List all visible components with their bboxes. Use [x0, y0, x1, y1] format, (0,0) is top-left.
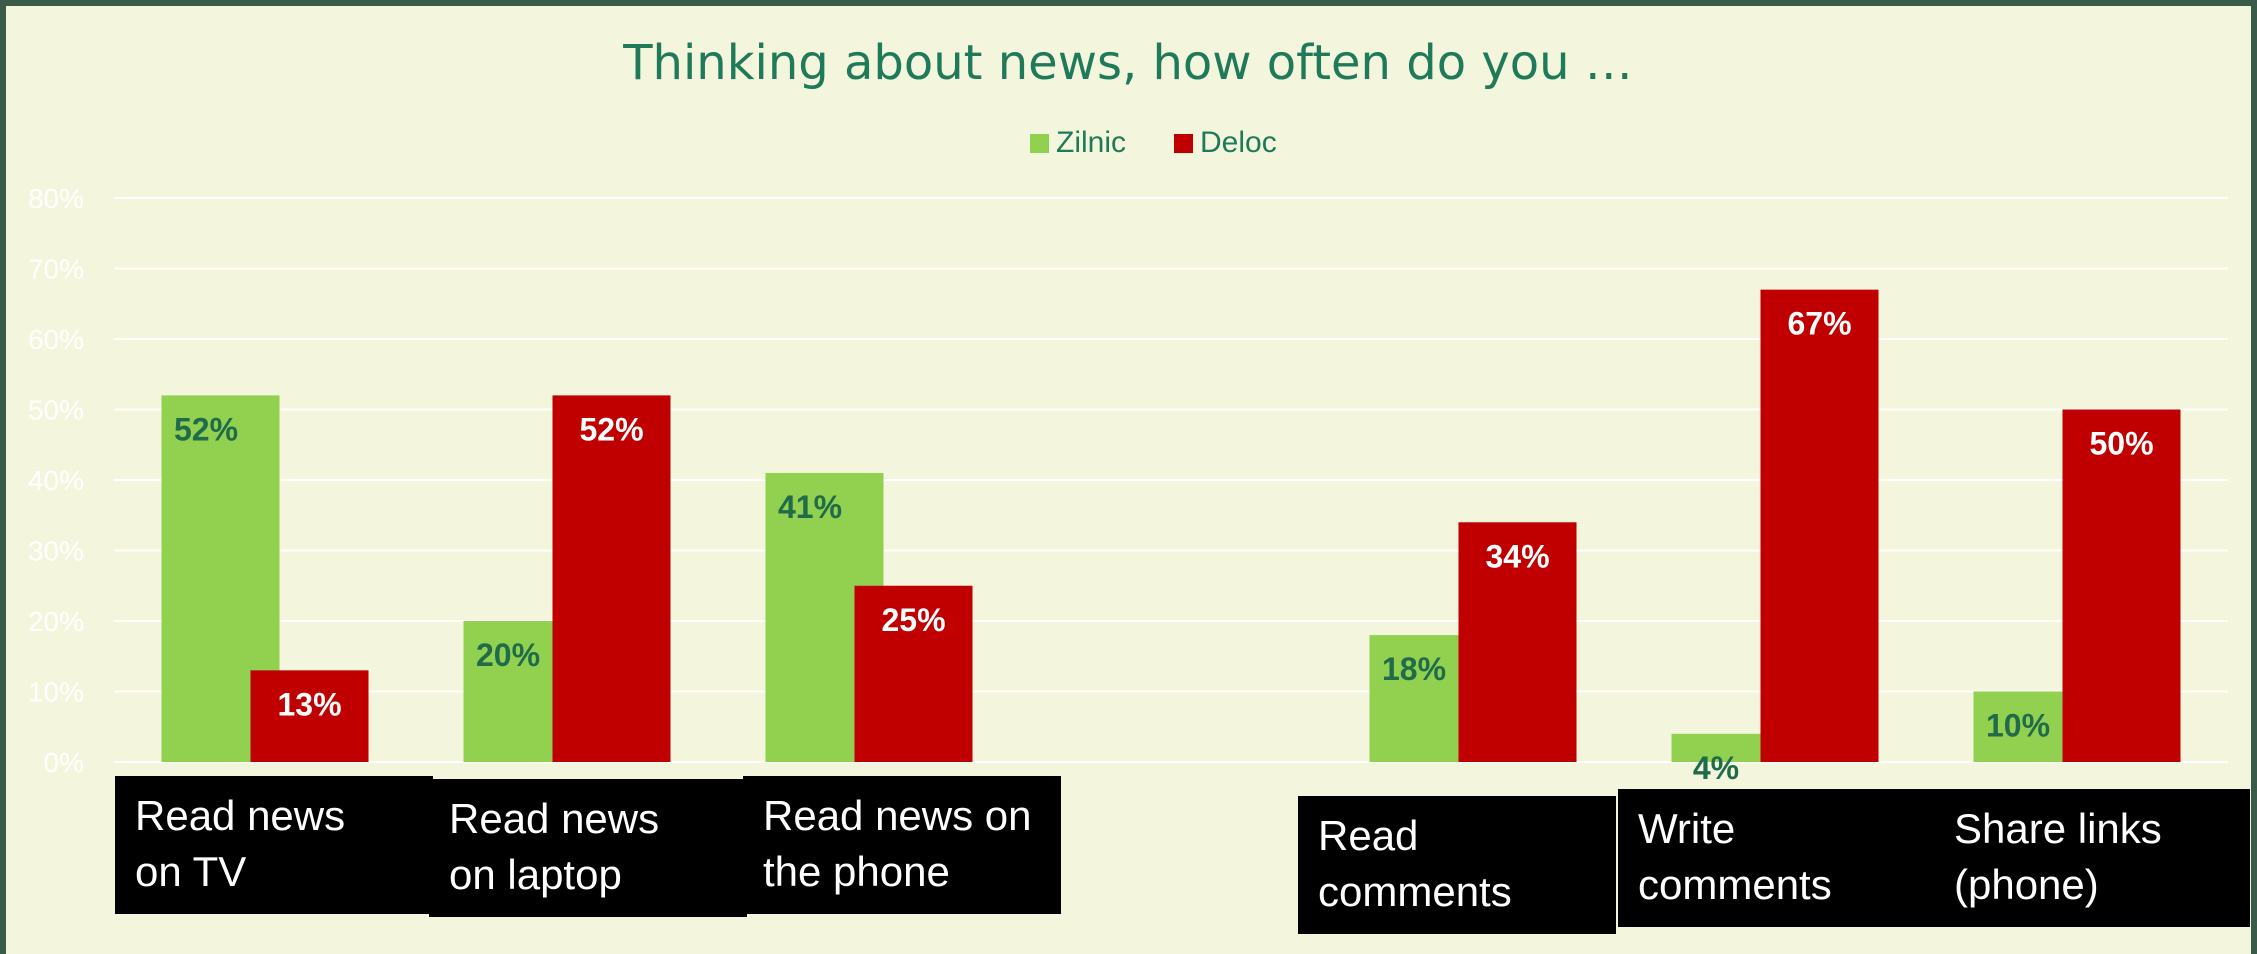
data-label: 13%	[277, 686, 341, 722]
data-label: 34%	[1485, 538, 1549, 574]
y-tick-label: 70%	[28, 254, 84, 285]
gridlines	[114, 197, 2228, 763]
y-axis: 0% 10% 20% 30% 40% 50% 60% 70% 80%	[28, 183, 84, 778]
bar-chart: Thinking about news, how often do you … …	[28, 35, 2228, 786]
y-tick-label: 80%	[28, 183, 84, 214]
y-tick-label: 40%	[28, 465, 84, 496]
data-label: 4%	[1693, 750, 1739, 786]
bar-deloc	[2062, 409, 2181, 762]
category-label: Read news on laptop	[429, 779, 747, 917]
bar-deloc	[250, 670, 369, 762]
data-label: 25%	[881, 602, 945, 638]
y-tick-label: 20%	[28, 606, 84, 637]
bars	[161, 289, 2181, 762]
category-label: Read news on the phone	[743, 776, 1061, 914]
data-label: 52%	[174, 411, 238, 447]
data-label: 20%	[476, 637, 540, 673]
chart-legend: Zilnic Deloc	[1030, 126, 1277, 159]
data-label: 10%	[1986, 708, 2050, 744]
category-label: Share links (phone)	[1934, 789, 2250, 927]
data-labels: 52% 13% 20% 52% 41% 25% 18% 34% 4% 67% 10% 50%	[174, 306, 2154, 786]
legend-entry: Deloc	[1200, 126, 1277, 159]
legend-entry: Zilnic	[1056, 126, 1126, 159]
legend-swatch	[1030, 134, 1049, 153]
bar-deloc	[854, 585, 973, 762]
data-label: 18%	[1382, 651, 1446, 687]
chart-frame: Thinking about news, how often do you … …	[6, 6, 2251, 954]
data-label: 52%	[579, 411, 643, 447]
legend-swatch	[1174, 134, 1193, 153]
bar-deloc	[1760, 289, 1879, 762]
category-label: Write comments	[1618, 789, 1934, 927]
bar-deloc	[552, 395, 671, 762]
bar-deloc	[1458, 522, 1577, 762]
data-label: 41%	[778, 489, 842, 525]
y-tick-label: 0%	[44, 747, 84, 778]
y-tick-label: 10%	[28, 677, 84, 708]
y-tick-label: 30%	[28, 536, 84, 567]
y-tick-label: 50%	[28, 395, 84, 426]
y-tick-label: 60%	[28, 324, 84, 355]
chart-title: Thinking about news, how often do you …	[622, 35, 1633, 91]
data-label: 67%	[1787, 306, 1851, 342]
category-label: Read comments	[1298, 796, 1616, 934]
data-label: 50%	[2089, 426, 2153, 462]
category-label: Read news on TV	[115, 776, 433, 914]
